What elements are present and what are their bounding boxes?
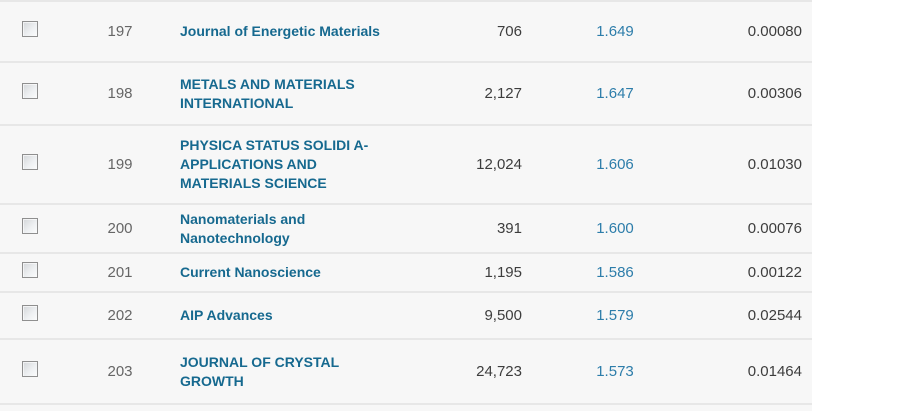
impact-factor-link[interactable]: 1.586 xyxy=(596,263,634,281)
select-cell xyxy=(0,262,60,283)
journal-title-link[interactable]: PHYSICA STATUS SOLIDI A- APPLICATIONS AN… xyxy=(180,137,369,191)
table-row: 201 Current Nanoscience 1,195 1.586 0.00… xyxy=(0,254,812,293)
score-cell: 0.00122 xyxy=(747,264,802,281)
rank-cell: 199 xyxy=(107,156,133,173)
impact-factor-cell: 1.649 xyxy=(530,23,700,41)
select-cell xyxy=(0,83,60,104)
total-cites-cell: 391 xyxy=(496,220,522,237)
table-row: 202 AIP Advances 9,500 1.579 0.02544 xyxy=(0,293,812,340)
select-journal-checkbox[interactable] xyxy=(22,361,38,377)
total-cites-cell: 706 xyxy=(496,23,522,40)
select-cell xyxy=(0,305,60,326)
journal-title-link[interactable]: Nanomaterials and Nanotechnology xyxy=(180,210,306,246)
total-cites-cell: 2,127 xyxy=(484,85,522,102)
total-cites-cell: 1,195 xyxy=(484,264,522,281)
rank-cell: 201 xyxy=(107,264,133,281)
journal-title-link[interactable]: Current Nanoscience xyxy=(180,264,321,280)
impact-factor-link[interactable]: 1.579 xyxy=(596,306,634,324)
select-cell xyxy=(0,218,60,239)
journal-title-link[interactable]: AIP Advances xyxy=(180,307,273,323)
journal-title-link[interactable]: JOURNAL OF CRYSTAL GROWTH xyxy=(180,353,340,389)
rank-cell: 200 xyxy=(107,220,133,237)
rank-cell: 202 xyxy=(107,307,133,324)
impact-factor-link[interactable]: 1.606 xyxy=(596,155,634,173)
select-cell xyxy=(0,361,60,382)
select-cell xyxy=(0,21,60,42)
title-cell: Nanomaterials and Nanotechnology xyxy=(180,210,464,248)
title-cell: PHYSICA STATUS SOLIDI A- APPLICATIONS AN… xyxy=(180,136,464,193)
journal-title-link[interactable]: METALS AND MATERIALS INTERNATIONAL xyxy=(180,75,355,111)
select-cell xyxy=(0,154,60,175)
total-cites-cell: 9,500 xyxy=(484,307,522,324)
title-cell: Current Nanoscience xyxy=(180,263,464,282)
table-row: 203 JOURNAL OF CRYSTAL GROWTH 24,723 1.5… xyxy=(0,340,812,405)
total-cites-cell: 12,024 xyxy=(476,156,522,173)
rank-cell: 198 xyxy=(107,85,133,102)
total-cites-cell: 24,723 xyxy=(476,363,522,380)
journal-ranking-table: 197 Journal of Energetic Materials 706 1… xyxy=(0,0,812,405)
select-journal-checkbox[interactable] xyxy=(22,218,38,234)
impact-factor-cell: 1.606 xyxy=(530,156,700,174)
rank-cell: 203 xyxy=(107,363,133,380)
title-cell: Journal of Energetic Materials xyxy=(180,22,464,41)
rank-cell: 197 xyxy=(107,23,133,40)
impact-factor-link[interactable]: 1.647 xyxy=(596,84,634,102)
score-cell: 0.01464 xyxy=(747,363,802,380)
table-row: 197 Journal of Energetic Materials 706 1… xyxy=(0,2,812,63)
score-cell: 0.01030 xyxy=(747,156,802,173)
journal-title-link[interactable]: Journal of Energetic Materials xyxy=(180,23,380,39)
select-journal-checkbox[interactable] xyxy=(22,262,38,278)
score-cell: 0.02544 xyxy=(747,307,802,324)
impact-factor-link[interactable]: 1.573 xyxy=(596,362,634,380)
select-journal-checkbox[interactable] xyxy=(22,154,38,170)
select-journal-checkbox[interactable] xyxy=(22,21,38,37)
title-cell: AIP Advances xyxy=(180,306,464,325)
impact-factor-cell: 1.579 xyxy=(530,307,700,325)
select-journal-checkbox[interactable] xyxy=(22,83,38,99)
impact-factor-cell: 1.586 xyxy=(530,264,700,282)
impact-factor-cell: 1.600 xyxy=(530,220,700,238)
title-cell: METALS AND MATERIALS INTERNATIONAL xyxy=(180,75,464,113)
table-row: 199 PHYSICA STATUS SOLIDI A- APPLICATION… xyxy=(0,126,812,205)
score-cell: 0.00080 xyxy=(747,23,802,40)
impact-factor-cell: 1.573 xyxy=(530,363,700,381)
table-row: 198 METALS AND MATERIALS INTERNATIONAL 2… xyxy=(0,63,812,126)
select-journal-checkbox[interactable] xyxy=(22,305,38,321)
score-cell: 0.00306 xyxy=(747,85,802,102)
table-row: 200 Nanomaterials and Nanotechnology 391… xyxy=(0,205,812,254)
impact-factor-link[interactable]: 1.649 xyxy=(596,22,634,40)
impact-factor-link[interactable]: 1.600 xyxy=(596,219,634,237)
score-cell: 0.00076 xyxy=(747,220,802,237)
impact-factor-cell: 1.647 xyxy=(530,85,700,103)
title-cell: JOURNAL OF CRYSTAL GROWTH xyxy=(180,353,464,391)
